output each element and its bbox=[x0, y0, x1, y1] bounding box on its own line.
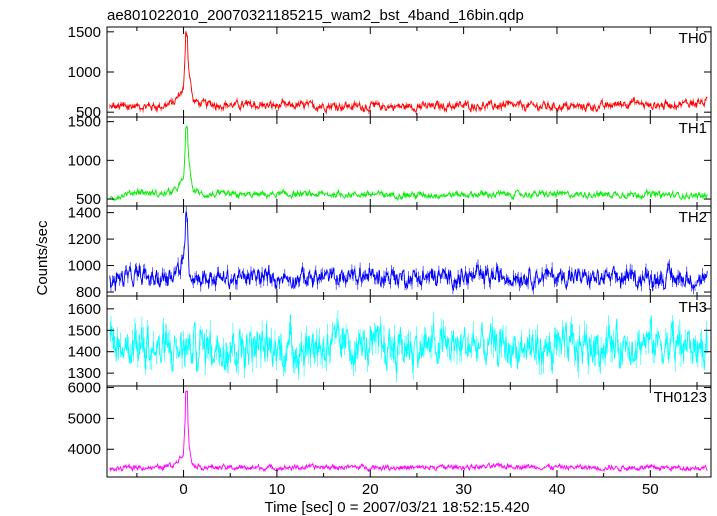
error-bars-th1 bbox=[112, 127, 706, 202]
y-tick-label: 5000 bbox=[68, 410, 101, 427]
y-tick-label: 1300 bbox=[68, 365, 101, 382]
line-th1 bbox=[109, 124, 708, 201]
y-tick-label: 1600 bbox=[68, 301, 101, 318]
y-tick-label: 500 bbox=[76, 104, 101, 121]
panel-th3: 1300 1400 1500 1600 TH3 bbox=[68, 295, 712, 387]
y-tick-label: 1200 bbox=[68, 231, 101, 248]
y-tick-label: 1500 bbox=[68, 322, 101, 339]
panel-th0123: 4000 5000 6000 TH0123 bbox=[68, 380, 712, 478]
x-axis-label: Time [sec] 0 = 2007/03/21 18:52:15.420 bbox=[264, 499, 529, 516]
line-th0123 bbox=[109, 390, 708, 472]
x-tick-label: 10 bbox=[269, 481, 286, 498]
panel-label-th1: TH1 bbox=[679, 120, 707, 137]
panel-th1: 500 1000 1500 TH1 bbox=[68, 114, 712, 208]
y-tick-label: 1000 bbox=[68, 64, 101, 81]
panel-th2: 800 1000 1200 1400 TH2 bbox=[68, 205, 712, 301]
series-th3 bbox=[109, 310, 708, 383]
y-tick-label: 1000 bbox=[68, 258, 101, 275]
error-bars-th0 bbox=[109, 31, 707, 115]
series-th0 bbox=[109, 31, 708, 115]
y-tick-label: 1000 bbox=[68, 152, 101, 169]
line-th2 bbox=[109, 211, 708, 292]
panel-label-th0123: TH0123 bbox=[654, 389, 707, 406]
y-tick-label: 4000 bbox=[68, 441, 101, 458]
x-tick-label: 50 bbox=[642, 481, 659, 498]
panel-frame bbox=[106, 116, 712, 207]
y-axis-label: Counts/sec bbox=[34, 220, 51, 296]
series-th2 bbox=[109, 206, 708, 295]
x-tick-label: 20 bbox=[362, 481, 379, 498]
y-tick-label: 1500 bbox=[68, 24, 101, 41]
panel-label-th3: TH3 bbox=[679, 299, 707, 316]
y-tick-label: 1500 bbox=[68, 114, 101, 131]
line-th3 bbox=[109, 315, 708, 374]
panel-th0: 500 1000 1500 TH0 bbox=[68, 24, 712, 121]
y-tick-label: 1400 bbox=[68, 205, 101, 222]
line-th0 bbox=[109, 32, 708, 114]
y-tick-label: 6000 bbox=[68, 380, 101, 397]
y-tick-label: 500 bbox=[76, 191, 101, 208]
panels: 500 1000 1500 TH0 500 1000 1500 TH1 800 1000 1200 1… bbox=[68, 24, 712, 478]
panel-frame bbox=[106, 385, 712, 478]
y-tick-label: 1400 bbox=[68, 344, 101, 361]
series-th1 bbox=[109, 124, 708, 202]
y-tick-label: 800 bbox=[76, 284, 101, 301]
chart-title: ae801022010_20070321185215_wam2_bst_4ban… bbox=[107, 7, 524, 24]
x-tick-label: 40 bbox=[549, 481, 566, 498]
x-tick-label: 30 bbox=[455, 481, 472, 498]
panel-label-th2: TH2 bbox=[679, 209, 707, 226]
x-tick-labels: 0 10 20 30 40 50 bbox=[179, 481, 658, 498]
error-bars-th0123 bbox=[110, 390, 703, 473]
panel-label-th0: TH0 bbox=[679, 30, 707, 47]
series-th0123 bbox=[109, 390, 708, 473]
x-tick-label: 0 bbox=[179, 481, 187, 498]
